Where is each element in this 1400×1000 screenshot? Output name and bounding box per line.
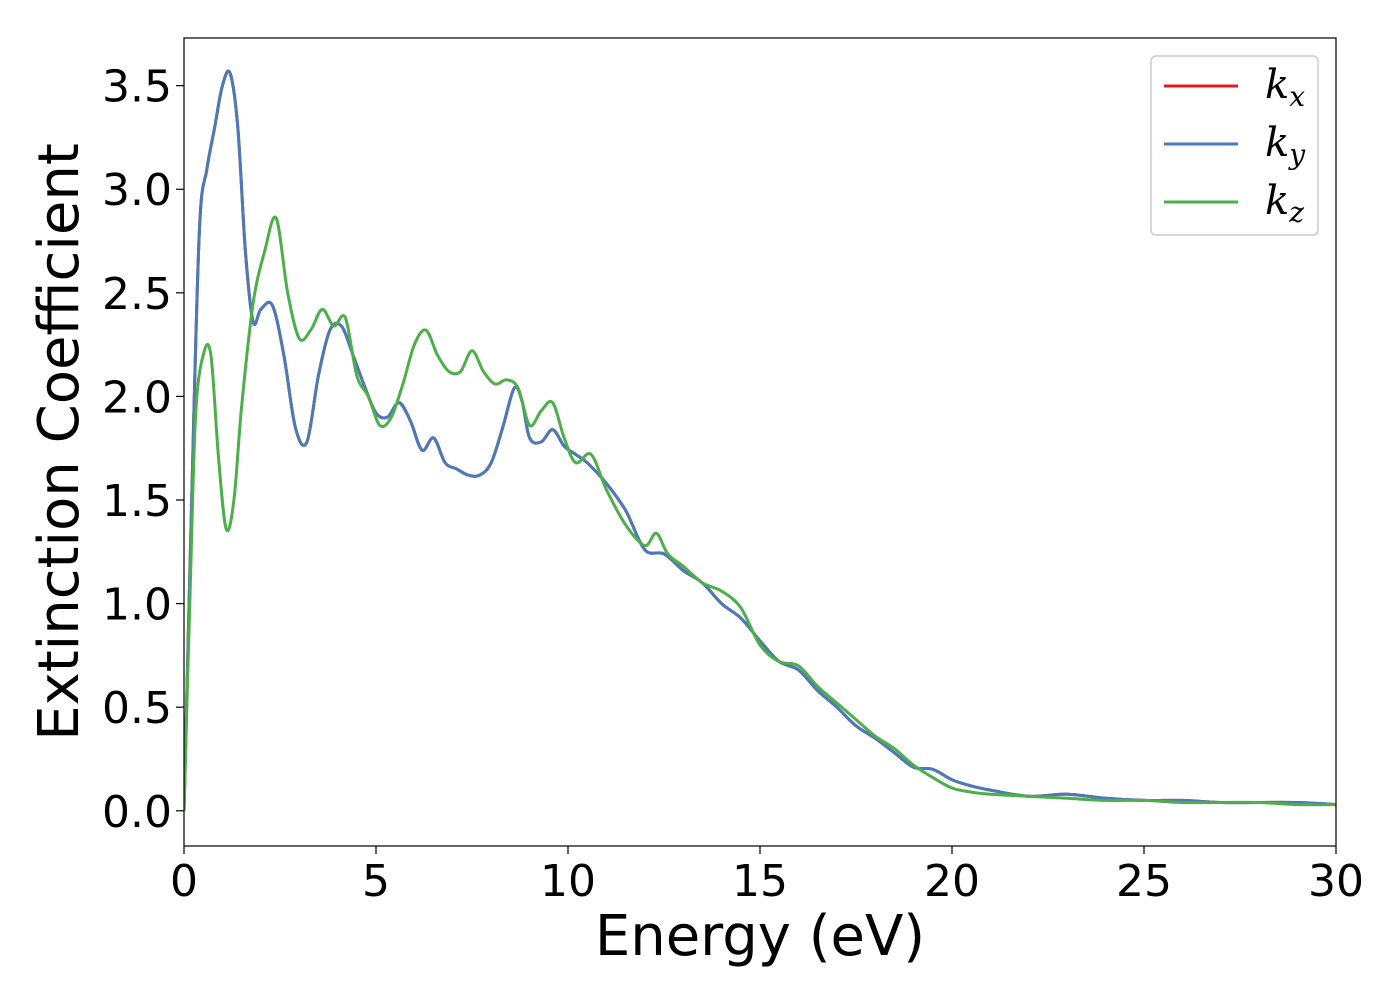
x-axis-label: Energy (eV) — [595, 904, 925, 969]
y-axis-label: Extinction Coefficient — [27, 143, 92, 741]
legend-label-ky: ky — [1265, 120, 1306, 171]
y-tick-label: 2.5 — [102, 269, 172, 320]
plot-lines — [184, 69, 1336, 811]
y-tick-label: 2.0 — [102, 372, 172, 423]
y-tick-label: 1.5 — [102, 476, 172, 527]
legend-label-kx: kx — [1265, 62, 1305, 113]
x-ticks: 0 5 10 15 20 25 30 — [170, 846, 1364, 907]
y-tick-label: 3.5 — [102, 62, 172, 113]
x-tick-label: 5 — [362, 856, 390, 907]
y-tick-label: 0.0 — [102, 787, 172, 838]
x-tick-label: 25 — [1116, 856, 1172, 907]
series-line-kz — [184, 215, 1336, 811]
x-tick-label: 20 — [924, 856, 980, 907]
legend: kx ky kz — [1150, 55, 1319, 236]
x-tick-label: 15 — [732, 856, 788, 907]
x-tick-label: 0 — [170, 856, 198, 907]
y-ticks: 0.0 0.5 1.0 1.5 2.0 2.5 3.0 3.5 — [102, 62, 184, 838]
legend-label-kz: kz — [1265, 178, 1304, 229]
y-tick-label: 0.5 — [102, 683, 172, 734]
y-tick-label: 1.0 — [102, 580, 172, 631]
x-tick-label: 30 — [1308, 856, 1364, 907]
y-tick-label: 3.0 — [102, 165, 172, 216]
x-tick-label: 10 — [540, 856, 596, 907]
